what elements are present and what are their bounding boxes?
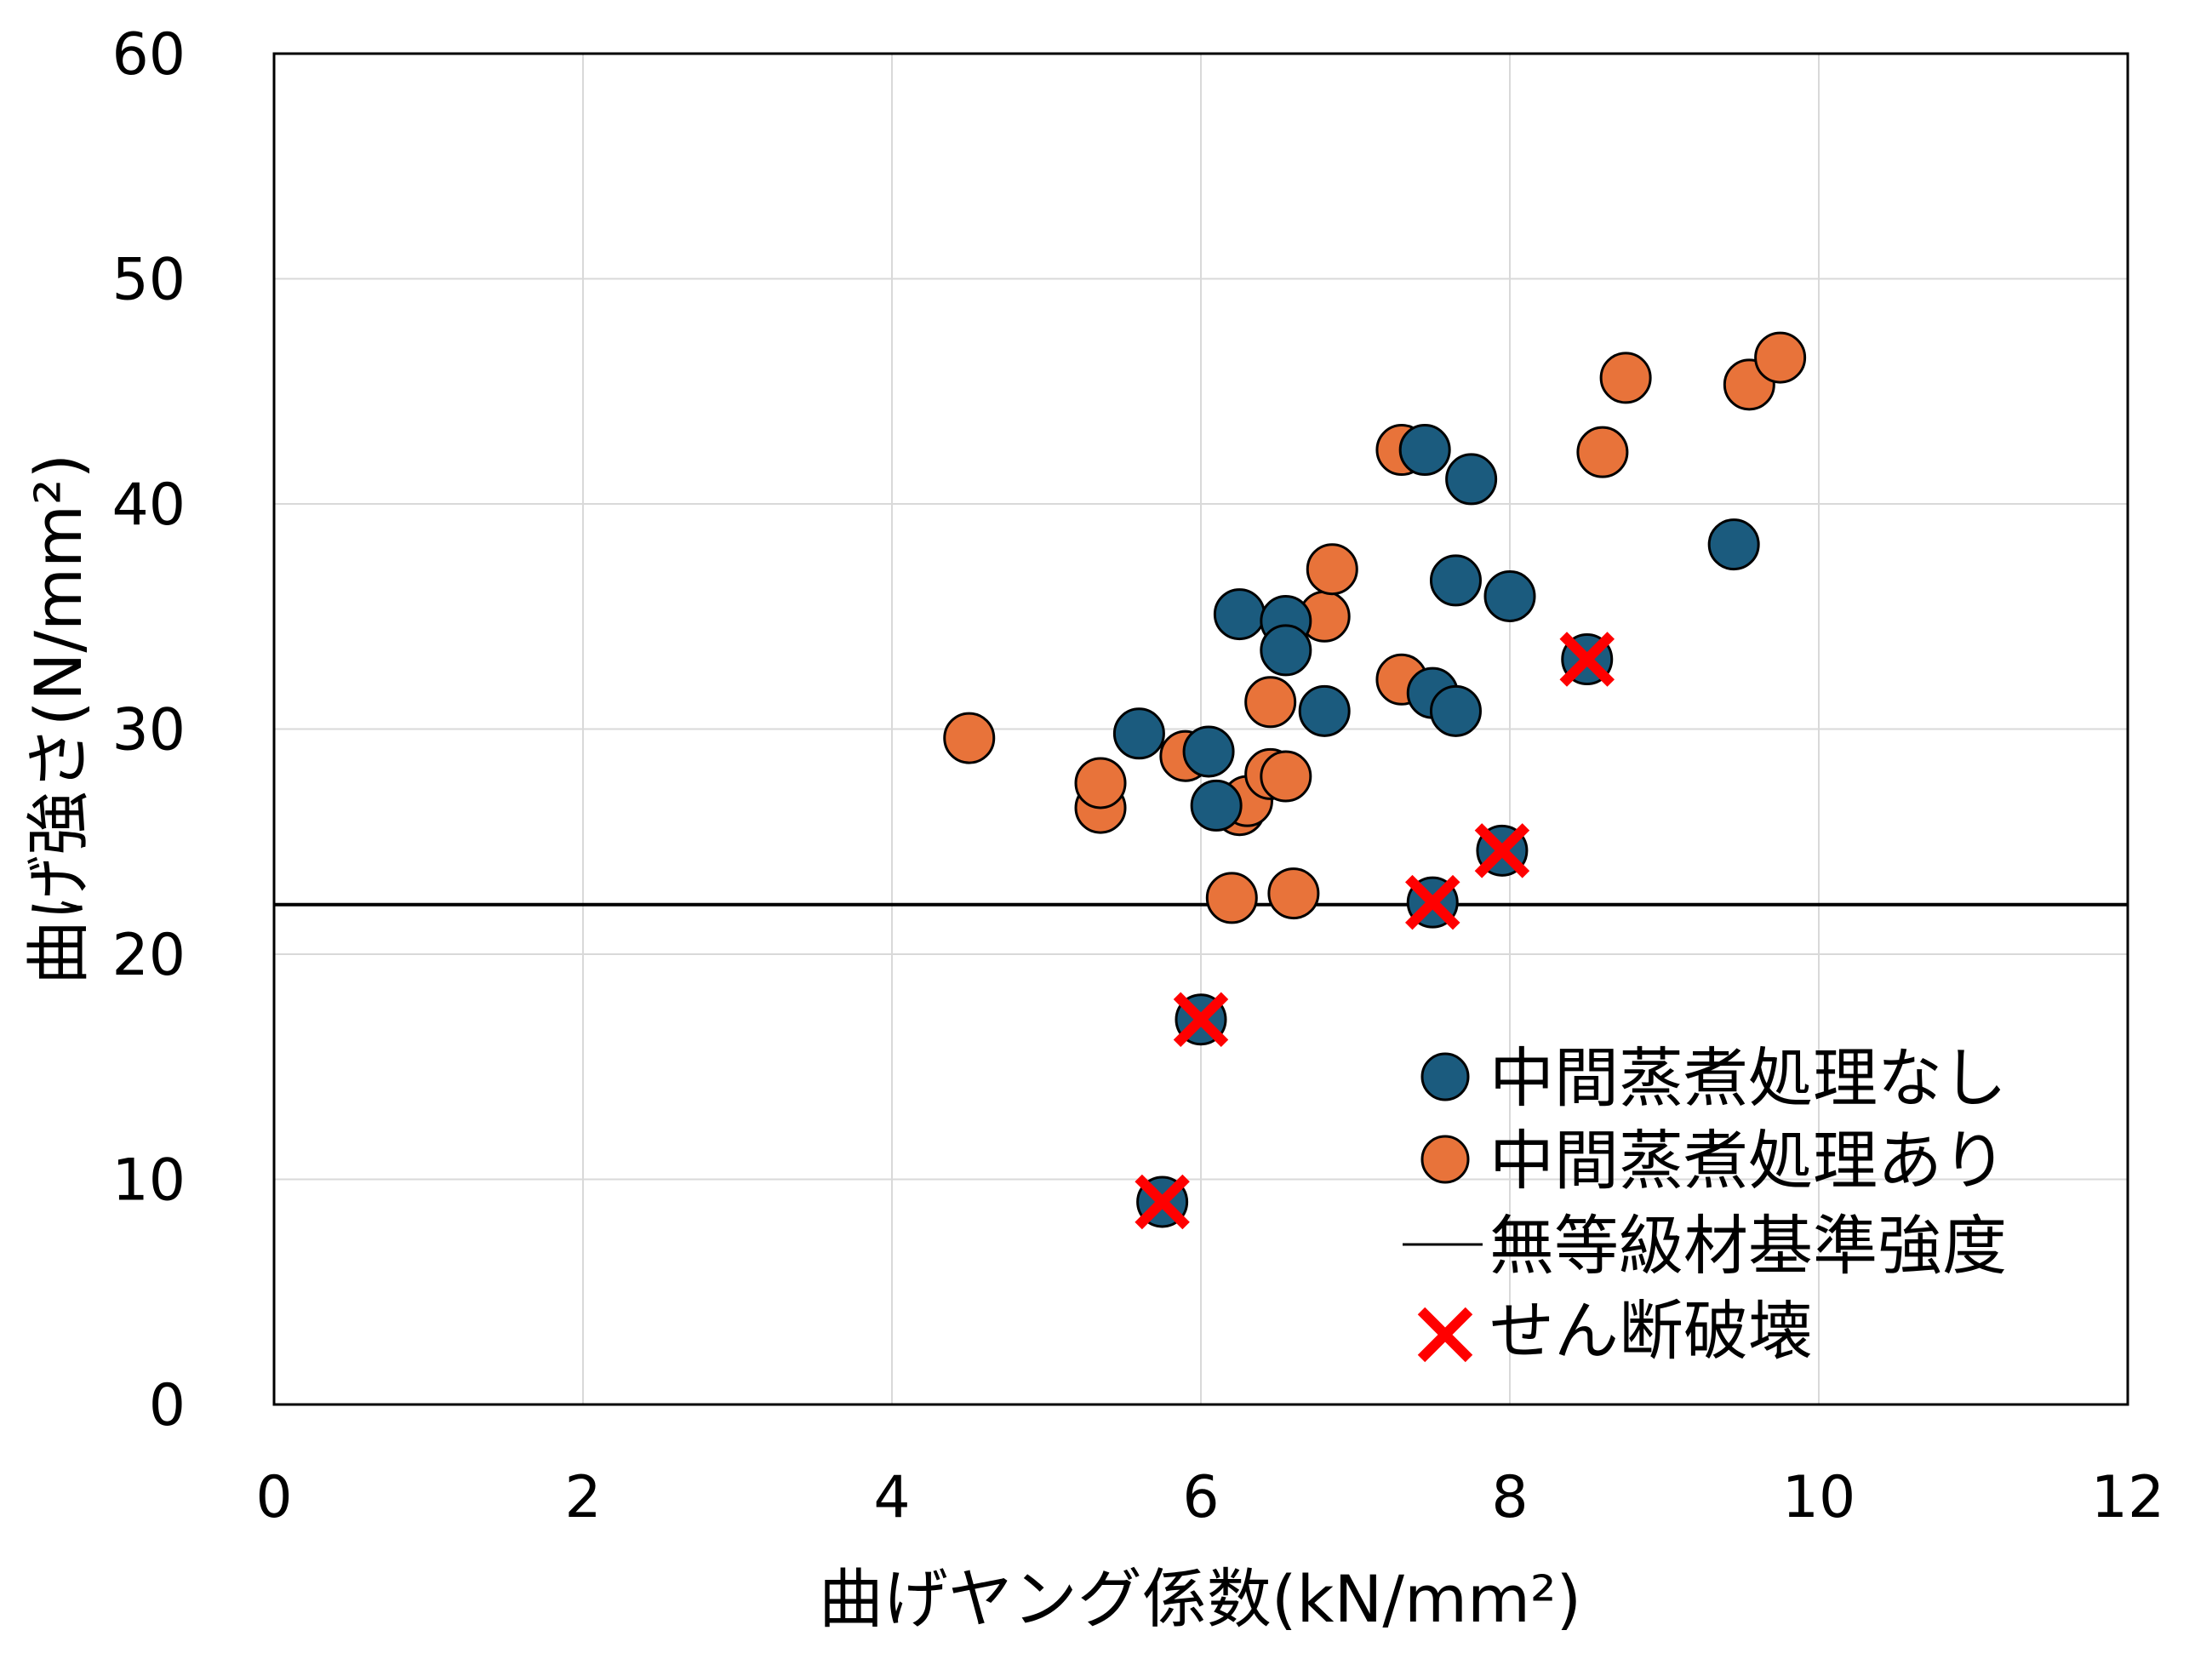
- y-tick-label: 50: [111, 247, 186, 314]
- shear-failure-marker: [1173, 992, 1229, 1047]
- data-point-series-0: [1429, 554, 1482, 607]
- data-point-series-0: [1483, 569, 1536, 622]
- x-tick-label: 8: [1491, 1464, 1528, 1531]
- shear-failure-marker: [1474, 823, 1530, 878]
- legend-marker-series-0: [1420, 1052, 1470, 1101]
- data-point-series-1: [1306, 543, 1358, 596]
- legend-label-reference-line: 無等級材基準強度: [1489, 1208, 2007, 1284]
- legend-label-series-0: 中間蒸煮処理なし: [1489, 1040, 2007, 1116]
- data-point-series-0: [1260, 624, 1312, 677]
- plot-frame: [272, 52, 2129, 1406]
- y-tick-label: 30: [111, 697, 186, 764]
- y-tick-label: 20: [111, 922, 186, 989]
- legend-marker-series-1: [1420, 1135, 1470, 1184]
- data-point-series-0: [1445, 453, 1498, 506]
- y-axis-title: 曲げ強さ(N/mm²): [20, 454, 96, 985]
- data-point-series-1: [1205, 872, 1258, 924]
- x-tick-label: 2: [564, 1464, 601, 1531]
- shear-failure-markers-layer: [1135, 632, 1615, 1230]
- data-point-series-0: [1190, 779, 1243, 832]
- data-point-series-0: [1298, 684, 1351, 737]
- shear-failure-marker: [1405, 874, 1460, 930]
- x-tick-label: 0: [255, 1464, 292, 1531]
- y-tick-label: 0: [149, 1372, 186, 1439]
- y-tick-label: 40: [111, 472, 186, 539]
- data-point-series-0: [1429, 684, 1482, 737]
- data-point-series-1: [1599, 352, 1652, 404]
- legend-label-series-1: 中間蒸煮処理あり: [1489, 1123, 2007, 1198]
- shear-failure-marker: [1135, 1174, 1190, 1230]
- x-axis-title: 曲げヤング係数(kN/mm²): [819, 1561, 1581, 1637]
- data-point-series-1: [1260, 750, 1312, 803]
- data-point-series-0: [1112, 707, 1165, 760]
- data-point-series-0: [1182, 725, 1235, 778]
- tick-labels: 0 2 4 6 8 10 12 0 10 20 30 40 50 60: [111, 21, 2164, 1531]
- shear-failure-marker: [1559, 632, 1615, 687]
- data-point-series-1: [1754, 331, 1807, 384]
- data-point-series-0: [1707, 518, 1760, 571]
- legend-marker-shear-failure: [1417, 1307, 1473, 1363]
- x-tick-label: 6: [1182, 1464, 1219, 1531]
- x-tick-label: 10: [1782, 1464, 1856, 1531]
- data-point-series-1: [1267, 867, 1320, 920]
- legend: 中間蒸煮処理なし 中間蒸煮処理あり 無等級材基準強度 せん断破壊: [1403, 1040, 2007, 1369]
- data-point-series-1: [1576, 426, 1629, 478]
- legend-label-shear-failure: せん断破壊: [1489, 1293, 1813, 1369]
- y-tick-label: 60: [111, 21, 186, 89]
- data-point-series-1: [943, 712, 996, 764]
- data-point-series-0: [1213, 588, 1266, 641]
- data-point-series-1: [1244, 676, 1297, 729]
- x-tick-label: 12: [2091, 1464, 2165, 1531]
- data-point-series-0: [1398, 424, 1451, 477]
- y-tick-label: 10: [111, 1147, 186, 1215]
- x-tick-label: 4: [873, 1464, 910, 1531]
- data-point-series-1: [1074, 757, 1127, 809]
